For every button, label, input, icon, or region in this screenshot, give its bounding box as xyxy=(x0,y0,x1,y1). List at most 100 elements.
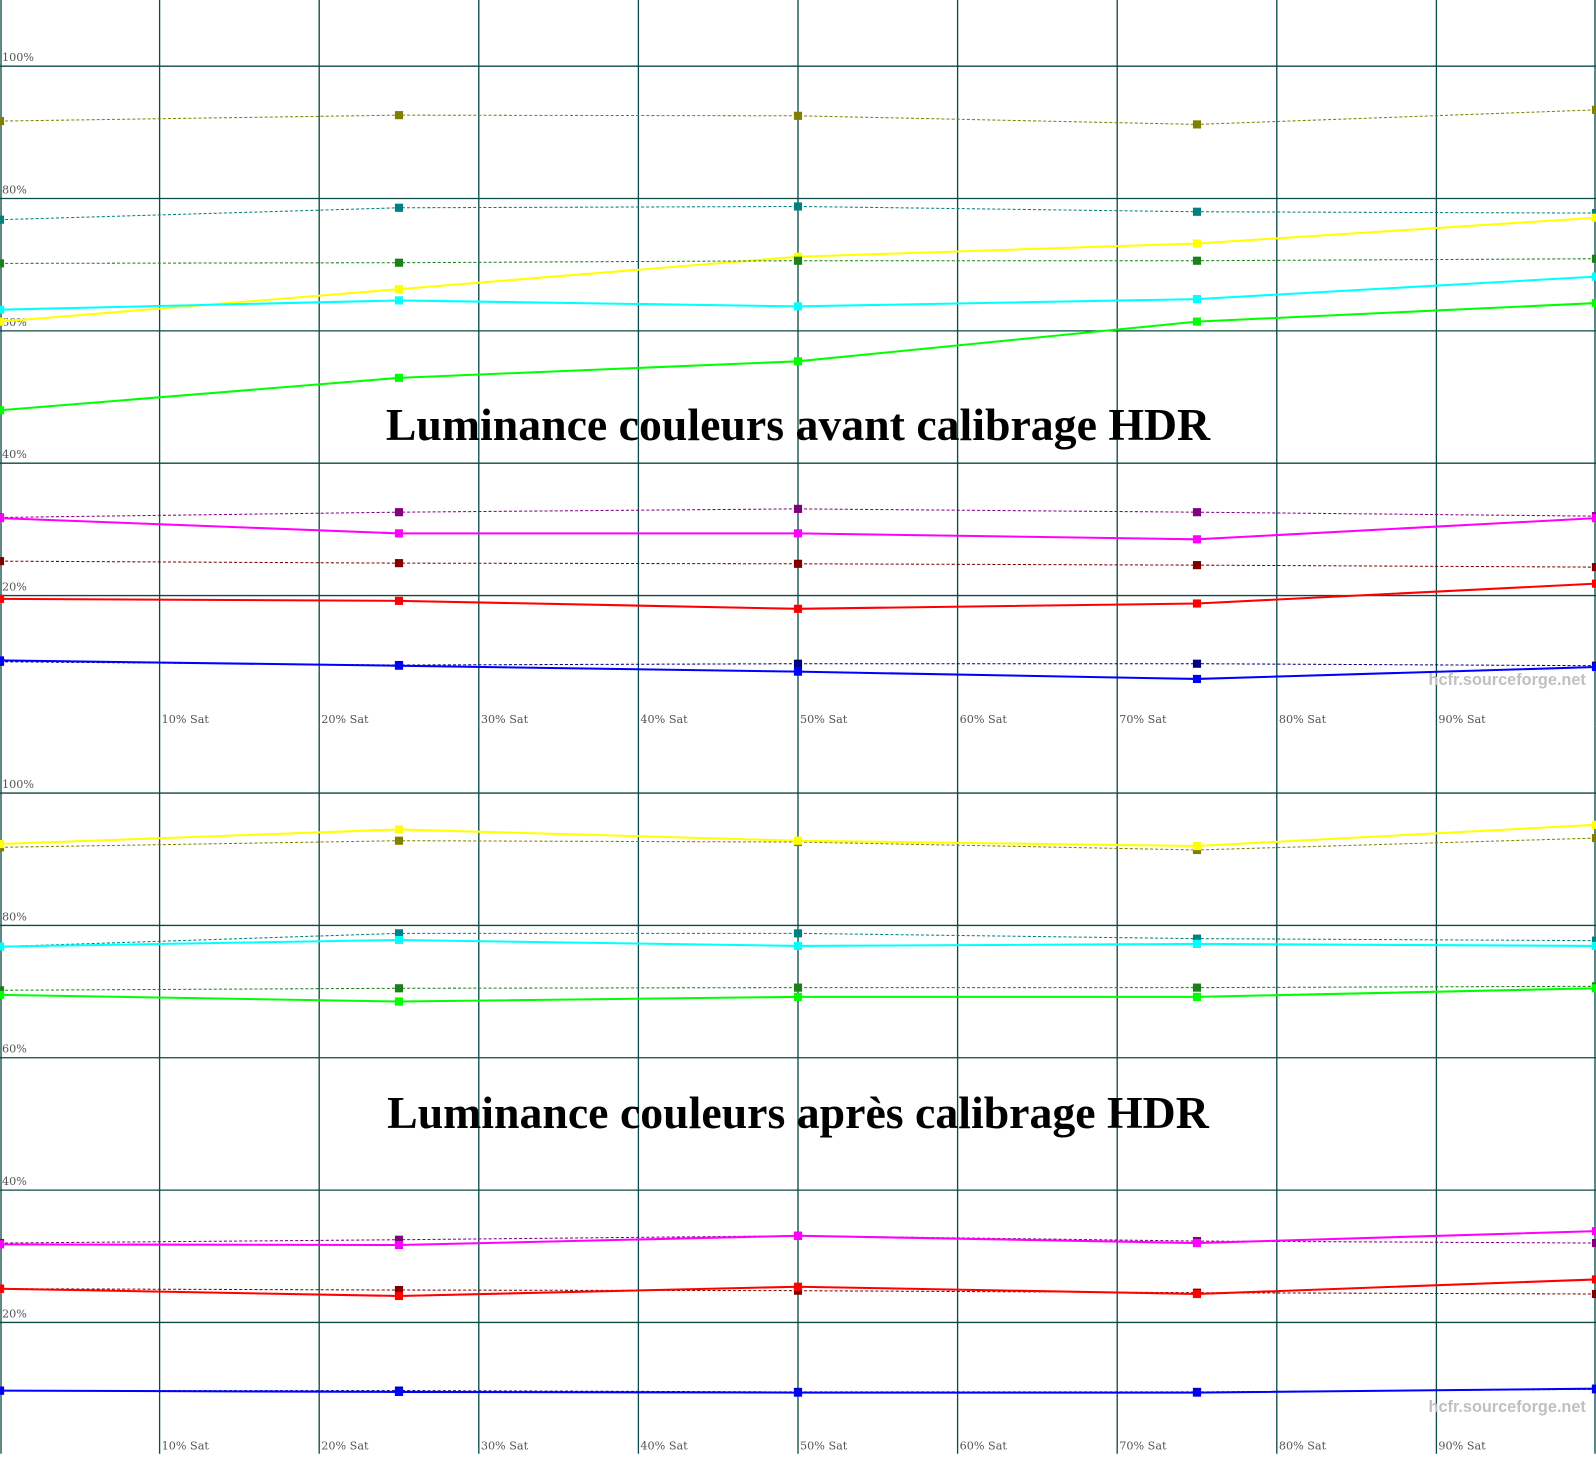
data-point xyxy=(0,986,5,995)
data-point xyxy=(0,656,5,665)
data-point xyxy=(1192,239,1202,248)
data-point xyxy=(1192,1289,1202,1299)
data-point xyxy=(394,1235,404,1244)
data-point xyxy=(1192,317,1202,326)
data-point xyxy=(0,305,5,314)
data-point xyxy=(793,992,803,1001)
data-point xyxy=(1192,1238,1202,1248)
data-point xyxy=(394,984,404,993)
watermark: hcfr.sourceforge.net xyxy=(1429,671,1587,689)
chart-1: 20% 40% 60% 80% 100% 10% Sat 20% Sat 30% Sat 40%… xyxy=(0,0,1596,727)
y-tick-label: 60% xyxy=(2,1043,27,1056)
data-point xyxy=(394,258,404,267)
x-tick-label: 70% Sat xyxy=(1119,1440,1167,1453)
data-point xyxy=(1192,934,1202,943)
data-point xyxy=(1591,984,1596,993)
x-tick-label: 60% Sat xyxy=(960,713,1008,726)
data-point xyxy=(793,604,803,613)
data-point xyxy=(1591,272,1596,281)
y-tick-label: 20% xyxy=(2,1307,27,1320)
data-point xyxy=(0,259,5,268)
data-point xyxy=(0,594,5,603)
data-point xyxy=(1192,674,1202,684)
data-point xyxy=(394,836,404,845)
data-point xyxy=(394,1285,404,1295)
x-tick-label: 50% Sat xyxy=(800,1440,848,1453)
series-line-8 xyxy=(0,560,1596,568)
data-point xyxy=(1192,659,1202,668)
x-tick-label: 40% Sat xyxy=(640,713,688,726)
x-tick-label: 20% Sat xyxy=(321,713,369,726)
data-point xyxy=(793,667,803,676)
data-point xyxy=(0,942,5,951)
data-point xyxy=(1591,105,1596,114)
series-line-6 xyxy=(0,1235,1596,1244)
data-point xyxy=(1192,599,1202,608)
data-point xyxy=(1192,207,1202,216)
data-point xyxy=(1591,1227,1596,1236)
y-tick-label: 40% xyxy=(2,448,27,461)
data-point xyxy=(1192,561,1202,570)
y-tick-label: 100% xyxy=(2,778,34,791)
data-point xyxy=(793,659,803,668)
data-point xyxy=(0,317,5,326)
data-point xyxy=(793,202,803,211)
data-point xyxy=(793,941,803,950)
data-point xyxy=(1591,662,1596,672)
x-tick-label: 80% Sat xyxy=(1279,1440,1327,1453)
data-point xyxy=(793,504,803,513)
x-tick-label: 50% Sat xyxy=(800,713,848,726)
x-tick-label: 10% Sat xyxy=(162,713,210,726)
data-point xyxy=(793,1282,803,1291)
data-point xyxy=(1591,209,1596,218)
data-point xyxy=(394,935,404,945)
data-point xyxy=(394,203,404,212)
y-tick-label: 80% xyxy=(2,910,27,923)
data-point xyxy=(1591,833,1596,843)
x-tick-label: 80% Sat xyxy=(1279,713,1327,726)
chart-2: 20% 40% 60% 80% 100% 10% Sat 20% Sat 30% Sat 40%… xyxy=(0,726,1596,1454)
data-point xyxy=(1591,514,1596,523)
data-point xyxy=(394,296,404,305)
data-point xyxy=(1192,939,1202,949)
data-point xyxy=(1192,1388,1202,1397)
series-line-4 xyxy=(0,985,1596,991)
data-point xyxy=(0,117,5,126)
data-point xyxy=(0,215,5,224)
series-line-2 xyxy=(0,932,1596,948)
data-point xyxy=(394,997,404,1006)
series-line-0 xyxy=(0,837,1596,851)
x-tick-label: 90% Sat xyxy=(1438,1440,1486,1453)
data-point xyxy=(1192,983,1202,992)
data-point xyxy=(394,508,404,517)
data-point xyxy=(793,1388,803,1397)
series-line-3 xyxy=(0,258,1596,264)
series-line-8 xyxy=(0,1288,1596,1295)
data-point xyxy=(1591,1384,1596,1393)
data-point xyxy=(1591,941,1596,950)
data-point xyxy=(793,529,803,538)
y-tick-label: 100% xyxy=(2,51,34,64)
watermark: hcfr.sourceforge.net xyxy=(1429,1398,1587,1416)
data-point xyxy=(1591,254,1596,263)
data-point xyxy=(0,514,5,523)
data-point xyxy=(1192,120,1202,129)
data-point xyxy=(0,406,5,415)
data-point xyxy=(1591,936,1596,945)
y-tick-label: 60% xyxy=(2,316,27,329)
data-point xyxy=(1591,1275,1596,1284)
data-point xyxy=(1591,1289,1596,1299)
data-point xyxy=(394,373,404,382)
chart-title: Luminance couleurs après calibrage HDR xyxy=(387,1087,1210,1138)
data-point xyxy=(0,990,5,999)
data-point xyxy=(793,1231,803,1240)
data-point xyxy=(394,559,404,568)
data-point xyxy=(0,557,5,566)
chart-title: Luminance couleurs avant calibrage HDR xyxy=(386,399,1211,450)
x-tick-label: 40% Sat xyxy=(640,1440,688,1453)
data-point xyxy=(793,302,803,311)
y-tick-label: 40% xyxy=(2,1175,27,1188)
data-point xyxy=(793,559,803,568)
series-line-1 xyxy=(0,205,1596,221)
